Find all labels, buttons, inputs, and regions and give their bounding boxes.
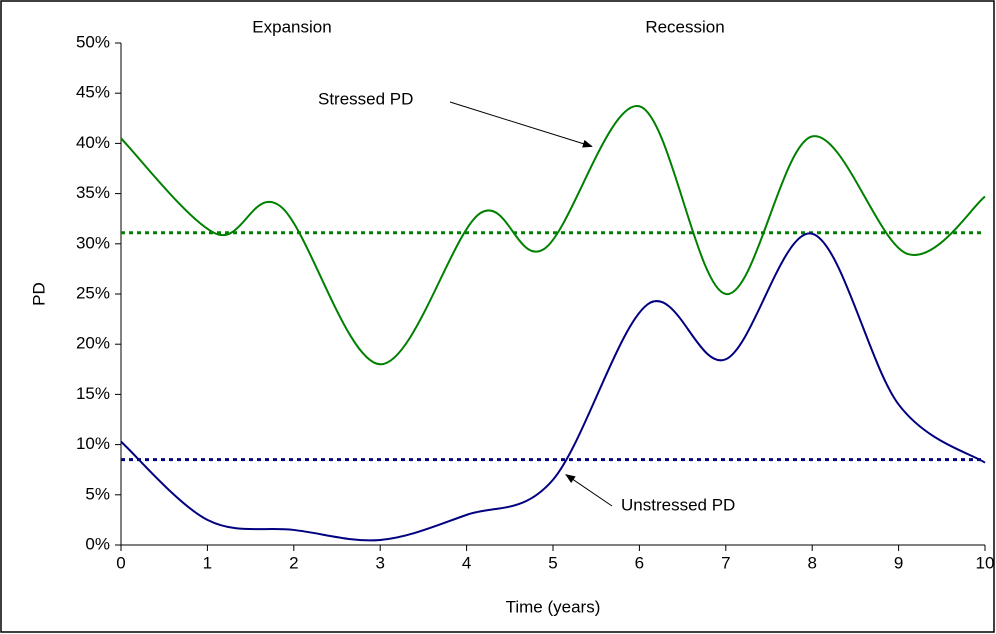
y-tick-label: 50%: [76, 32, 110, 51]
x-tick-label: 2: [289, 553, 298, 572]
annotation: Expansion: [252, 17, 331, 36]
x-tick-label: 7: [721, 553, 730, 572]
y-tick-label: 0%: [85, 534, 110, 553]
x-tick-label: 3: [375, 553, 384, 572]
y-tick-label: 20%: [76, 334, 110, 353]
x-tick-label: 1: [203, 553, 212, 572]
callout-arrow: [565, 474, 613, 507]
y-tick-label: 30%: [76, 233, 110, 252]
y-axis-label: PD: [29, 282, 48, 306]
y-tick-label: 15%: [76, 384, 110, 403]
y-tick-label: 25%: [76, 283, 110, 302]
y-tick-label: 35%: [76, 183, 110, 202]
y-tick-label: 10%: [76, 434, 110, 453]
annotation: Recession: [645, 17, 724, 36]
y-tick-label: 45%: [76, 83, 110, 102]
callout-arrow: [449, 101, 593, 148]
x-tick-label: 9: [894, 553, 903, 572]
series-line: [120, 105, 986, 366]
y-tick-label: 5%: [85, 484, 110, 503]
x-tick-label: 8: [807, 553, 816, 572]
series-line: [120, 232, 986, 542]
x-tick-label: 10: [976, 553, 995, 572]
x-tick-label: 4: [462, 553, 471, 572]
y-tick-label: 40%: [76, 133, 110, 152]
series-label: Stressed PD: [318, 89, 413, 108]
x-axis-label: Time (years): [506, 597, 601, 616]
series-label: Unstressed PD: [621, 495, 735, 514]
x-tick-label: 5: [548, 553, 557, 572]
x-tick-label: 6: [635, 553, 644, 572]
x-tick-label: 0: [116, 553, 125, 572]
